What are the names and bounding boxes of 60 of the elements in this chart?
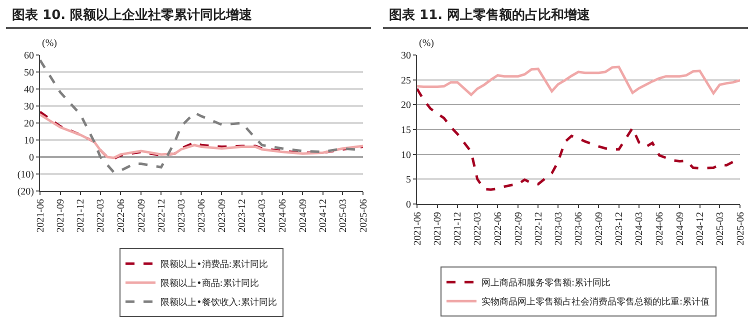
legend-label: 网上商品和服务零售额:累计同比 <box>482 278 611 289</box>
x-tick-label: 2023-03 <box>176 199 188 232</box>
x-tick-label: 2024-12 <box>318 199 330 232</box>
x-tick-label: 2024-09 <box>298 199 309 232</box>
x-tick-label: 2021-06 <box>412 212 424 246</box>
y-tick-label: 40 <box>24 84 34 96</box>
x-tick-label: 2023-12 <box>614 212 626 246</box>
x-tick-label: 2024-03 <box>257 199 268 232</box>
y-tick-label: (10) <box>17 170 34 180</box>
y-tick-label: 25 <box>401 75 411 86</box>
chart-title: 图表 11. 网上零售额的占比和增速 <box>383 0 748 29</box>
x-tick-label: 2022-06 <box>116 199 127 232</box>
x-tick-label: 2023-09 <box>216 199 228 232</box>
legend-label: 限额以上•商品:累计同比 <box>160 278 259 290</box>
x-tick-label: 2024-06 <box>654 212 666 246</box>
y-tick-label: 30 <box>401 50 411 62</box>
y-tick-label: 0 <box>406 200 411 210</box>
x-tick-label: 2022-12 <box>533 212 544 246</box>
x-tick-label: 2021-12 <box>76 199 87 232</box>
x-tick-label: 2022-03 <box>472 212 484 246</box>
legend-label: 限额以上•消费品:累计同比 <box>160 259 268 270</box>
x-tick-label: 2024-03 <box>634 212 646 246</box>
x-tick-label: 2021-09 <box>432 212 444 246</box>
x-tick-label: 2025-06 <box>358 199 370 232</box>
y-tick-label: 0 <box>29 152 34 164</box>
y-tick-label: (20) <box>17 186 34 198</box>
y-tick-label: 20 <box>24 118 34 130</box>
legend-label: 实物商品网上零售额占社会消费品零售总额的比重:累计值 <box>482 296 710 308</box>
x-tick-label: 2021-09 <box>56 199 67 232</box>
x-tick-label: 2021-06 <box>35 199 46 232</box>
x-tick-label: 2023-09 <box>594 212 605 246</box>
x-tick-label: 2025-03 <box>338 199 349 232</box>
x-tick-label: 2022-06 <box>492 212 504 246</box>
x-tick-label: 2022-09 <box>136 199 148 232</box>
y-tick-label: 20 <box>401 100 411 112</box>
line-series <box>417 66 740 96</box>
x-tick-label: 2022-09 <box>513 212 524 246</box>
x-tick-label: 2021-12 <box>452 212 464 246</box>
x-tick-label: 2024-12 <box>695 212 706 246</box>
y-tick-label: 10 <box>24 136 34 146</box>
x-tick-label: 2023-12 <box>237 199 248 232</box>
x-tick-label: 2024-09 <box>674 212 686 246</box>
y-axis-title: (%) <box>42 38 57 49</box>
y-tick-label: 10 <box>401 150 411 161</box>
x-tick-label: 2023-06 <box>196 199 208 232</box>
x-tick-label: 2024-06 <box>278 199 289 232</box>
x-tick-label: 2023-06 <box>574 212 585 246</box>
x-tick-label: 2022-12 <box>156 199 168 232</box>
x-tick-label: 2022-03 <box>96 199 107 232</box>
y-tick-label: 5 <box>406 174 411 186</box>
y-tick-label: 60 <box>24 50 34 62</box>
y-axis-title: (%) <box>419 38 434 49</box>
legend-label: 限额以上•餐饮收入:累计同比 <box>160 297 277 308</box>
x-tick-label: 2023-03 <box>553 212 564 246</box>
x-tick-label: 2025-03 <box>714 212 726 246</box>
x-tick-label: 2025-06 <box>735 212 746 246</box>
y-tick-label: 50 <box>24 68 34 78</box>
y-tick-label: 30 <box>24 102 34 112</box>
chart-title: 图表 10. 限额以上企业社零累计同比增速 <box>6 0 371 29</box>
y-tick-label: 15 <box>401 125 411 136</box>
